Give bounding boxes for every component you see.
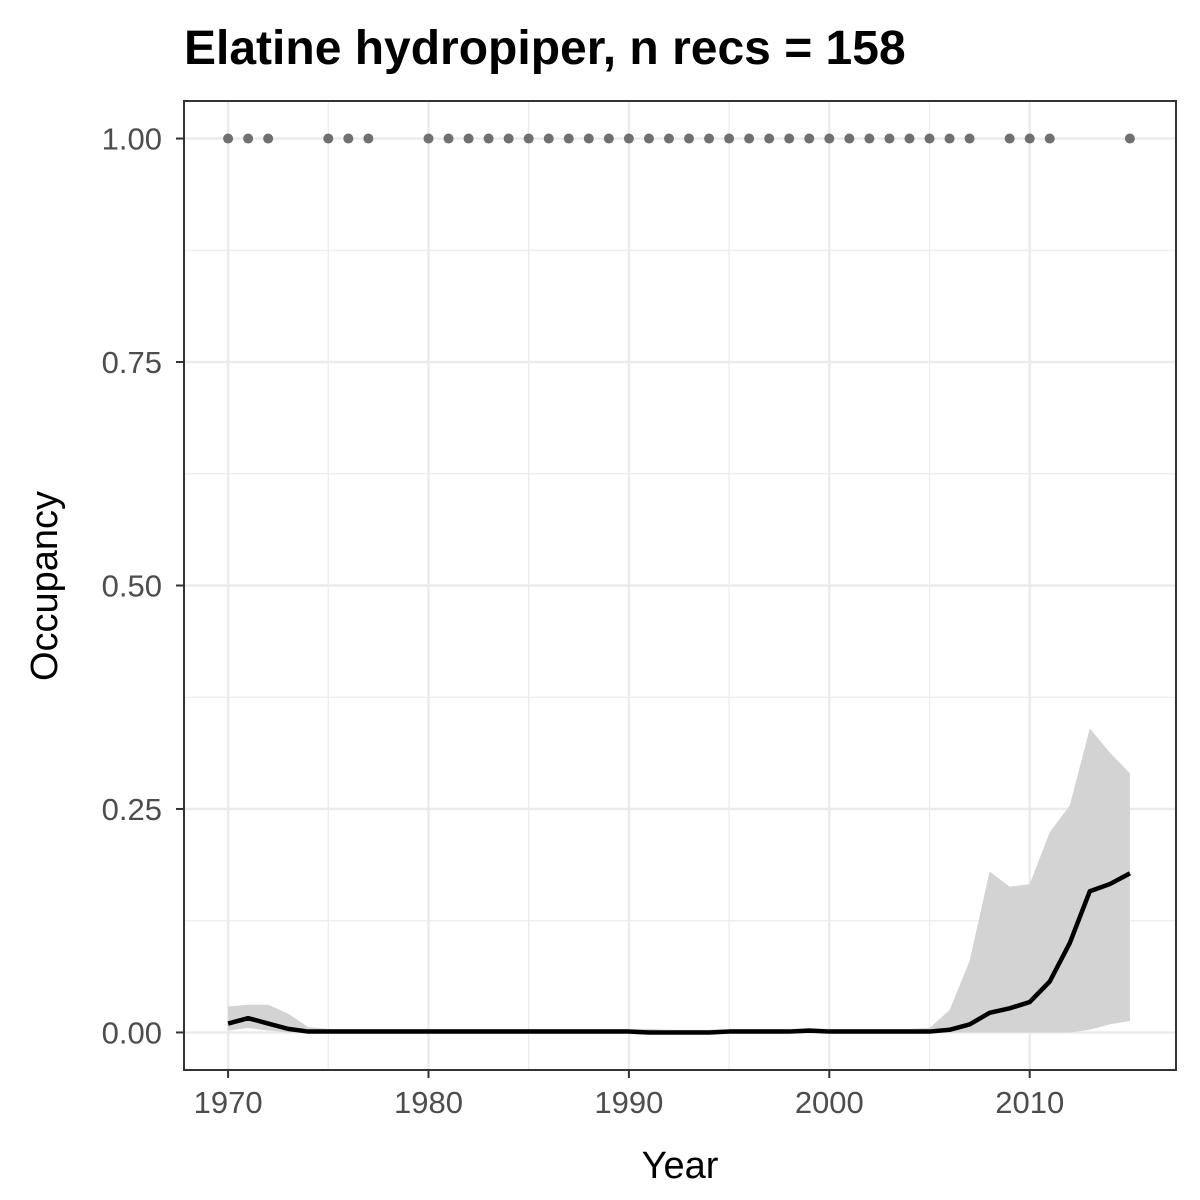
record-point xyxy=(744,133,755,144)
y-tick-label: 0.50 xyxy=(102,569,162,604)
record-point xyxy=(1044,133,1055,144)
record-point xyxy=(423,133,434,144)
y-tick-label: 1.00 xyxy=(102,122,162,157)
y-tick-label: 0.25 xyxy=(102,792,162,827)
record-point xyxy=(944,133,955,144)
record-point xyxy=(784,133,795,144)
record-point xyxy=(343,133,354,144)
record-point xyxy=(603,133,614,144)
record-point xyxy=(1004,133,1015,144)
record-point xyxy=(884,133,895,144)
record-point xyxy=(824,133,835,144)
record-point xyxy=(563,133,574,144)
record-point xyxy=(764,133,775,144)
x-tick-label: 2000 xyxy=(795,1085,864,1120)
record-point xyxy=(844,133,855,144)
record-point xyxy=(503,133,514,144)
record-point xyxy=(443,133,454,144)
x-tick-label: 1990 xyxy=(594,1085,663,1120)
x-axis-title: Year xyxy=(642,1145,719,1187)
record-point xyxy=(924,133,935,144)
mean-line-layer xyxy=(227,871,1131,1035)
record-point xyxy=(463,133,474,144)
record-point xyxy=(1124,133,1135,144)
x-axis: 1970 1980 1990 2000 2010 xyxy=(194,1070,1064,1120)
record-point xyxy=(583,133,594,144)
record-point xyxy=(864,133,875,144)
record-point xyxy=(663,133,674,144)
confidence-band xyxy=(228,728,1130,1033)
y-axis: 0.00 0.25 0.50 0.75 1.00 xyxy=(102,122,184,1050)
record-point xyxy=(1024,133,1035,144)
record-point xyxy=(704,133,715,144)
chart-title: Elatine hydropiper, n recs = 158 xyxy=(184,22,906,75)
record-point xyxy=(543,133,554,144)
record-points-layer xyxy=(223,133,1135,144)
x-tick-label: 1980 xyxy=(394,1085,463,1120)
record-point xyxy=(323,133,334,144)
x-tick-label: 2010 xyxy=(995,1085,1064,1120)
occupancy-mean-line xyxy=(227,871,1131,1035)
record-point xyxy=(724,133,735,144)
record-point xyxy=(643,133,654,144)
y-tick-label: 0.75 xyxy=(102,345,162,380)
record-point xyxy=(243,133,254,144)
record-point xyxy=(263,133,274,144)
confidence-band-layer xyxy=(228,728,1130,1033)
record-point xyxy=(363,133,374,144)
y-tick-label: 0.00 xyxy=(102,1015,162,1050)
record-point xyxy=(804,133,815,144)
record-point xyxy=(684,133,695,144)
record-point xyxy=(964,133,975,144)
x-tick-label: 1970 xyxy=(194,1085,263,1120)
record-point xyxy=(483,133,494,144)
record-point xyxy=(904,133,915,144)
record-point xyxy=(223,133,234,144)
y-axis-title: Occupancy xyxy=(24,491,66,681)
record-point xyxy=(623,133,634,144)
record-point xyxy=(523,133,534,144)
